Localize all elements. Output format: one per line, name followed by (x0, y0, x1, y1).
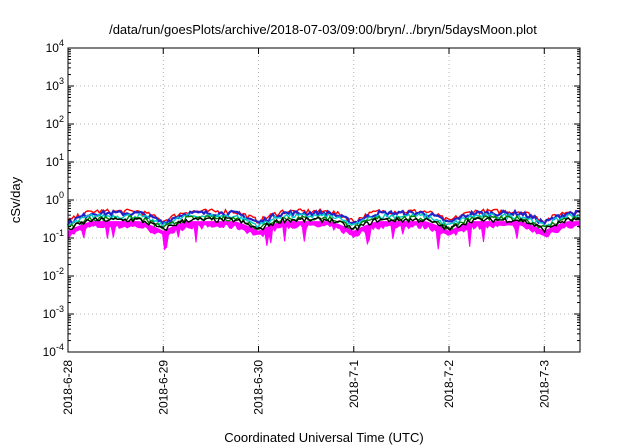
series-line (66, 208, 581, 226)
y-tick-exponent: -4 (56, 342, 64, 352)
y-tick-base: 10 (46, 155, 60, 169)
x-axis-label: Coordinated Universal Time (UTC) (224, 430, 423, 445)
y-tick-exponent: 4 (59, 38, 64, 48)
x-tick-label: 2018-6-28 (61, 360, 75, 415)
x-tick-label: 2018-7-3 (537, 360, 551, 408)
y-tick-label: 10-4 (43, 342, 64, 359)
x-tick-label: 2018-6-30 (252, 360, 266, 415)
y-tick-exponent: 1 (59, 152, 64, 162)
x-tick-label: 2018-7-2 (442, 360, 456, 408)
y-tick-label: 104 (46, 38, 64, 55)
y-tick-label: 100 (46, 190, 64, 207)
y-tick-base: 10 (46, 41, 60, 55)
y-tick-exponent: 2 (59, 114, 64, 124)
y-tick-exponent: 0 (59, 190, 64, 200)
y-axis-label: cSv/day (8, 176, 23, 223)
y-tick-label: 10-3 (43, 304, 64, 321)
y-tick-exponent: -1 (56, 228, 64, 238)
y-tick-base: 10 (43, 345, 57, 359)
y-tick-label: 10-2 (43, 266, 64, 283)
y-tick-exponent: 3 (59, 76, 64, 86)
series-line (67, 216, 581, 234)
y-tick-base: 10 (46, 117, 60, 131)
y-tick-base: 10 (43, 269, 57, 283)
y-tick-label: 101 (46, 152, 64, 169)
y-tick-base: 10 (43, 231, 57, 245)
series-line (67, 208, 581, 225)
ticks: 10-410-310-210-11001011021031042018-6-28… (43, 38, 580, 415)
y-tick-base: 10 (46, 79, 60, 93)
y-tick-exponent: -3 (56, 304, 64, 314)
y-tick-label: 103 (46, 76, 64, 93)
grid (68, 48, 580, 352)
series-area-magenta (67, 221, 581, 251)
x-tick-label: 2018-6-29 (156, 360, 170, 415)
y-tick-base: 10 (43, 307, 57, 321)
y-tick-base: 10 (46, 193, 60, 207)
x-tick-label: 2018-7-1 (347, 360, 361, 408)
y-tick-label: 10-1 (43, 228, 64, 245)
y-tick-exponent: -2 (56, 266, 64, 276)
series-line (67, 214, 581, 231)
y-tick-label: 102 (46, 114, 64, 131)
chart-title: /data/run/goesPlots/archive/2018-07-03/0… (109, 22, 537, 37)
series-layer (66, 208, 581, 251)
